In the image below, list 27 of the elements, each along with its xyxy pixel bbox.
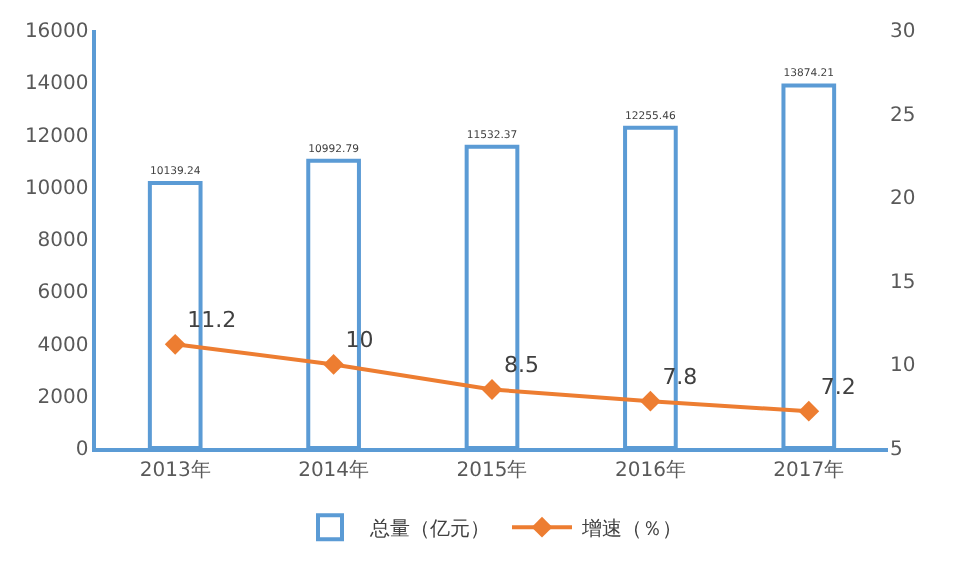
y2-tick-label: 5 [890, 439, 903, 461]
y-tick-label: 6000 [37, 282, 89, 305]
x-tick-label: 2013年 [139, 457, 211, 482]
x-tick-label: 2014年 [298, 457, 370, 482]
y2-tick-label: 10 [890, 355, 916, 378]
y2-tick-label: 20 [890, 188, 916, 211]
y-tick-label: 2000 [37, 386, 89, 409]
y-tick-label: 0 [75, 439, 89, 461]
point [164, 333, 186, 355]
y2-tick-label: 25 [890, 104, 916, 127]
y-tick-label: 8000 [37, 230, 89, 252]
legend-label: 总量（亿元） [368, 516, 490, 541]
y-tick-label: 12000 [24, 125, 89, 148]
y-tick-label: 16000 [24, 21, 89, 43]
y2-tick-label: 15 [890, 271, 916, 294]
y-tick-label: 10000 [24, 177, 89, 200]
point [640, 390, 661, 412]
point [798, 400, 820, 422]
point [323, 354, 344, 375]
point [481, 379, 503, 400]
y2-tick-label: 30 [890, 21, 916, 43]
y-tick-label: 14000 [24, 73, 89, 96]
legend-label: 增速（％） [580, 516, 682, 541]
y-tick-label: 4000 [37, 334, 89, 357]
x-tick-label: 2017年 [773, 457, 845, 482]
x-tick-label: 2016年 [614, 457, 686, 482]
x-tick-label: 2015年 [456, 457, 528, 482]
